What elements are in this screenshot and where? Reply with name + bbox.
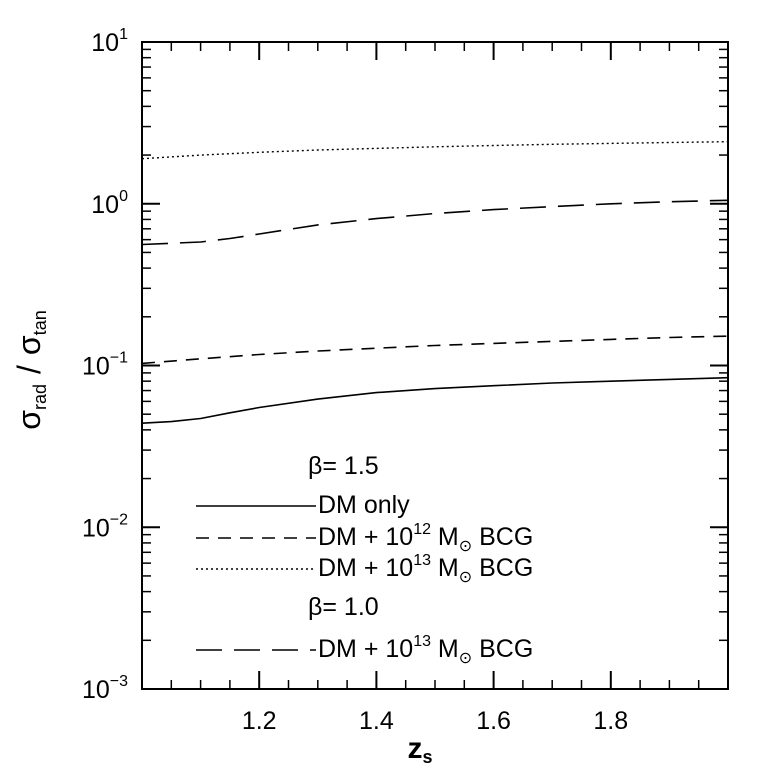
legend-label-dm-1e12: DM + 1012 M⊙ BCG (318, 521, 533, 555)
x-tick-label: 1.8 (593, 707, 628, 735)
y-tick-label: 10−1 (82, 350, 128, 381)
legend-label-dm-1e12-sub: ⊙ (459, 538, 472, 555)
legend-label-dm-1e12-mid: M (431, 523, 459, 551)
legend-label-dm-1e12-exp: 12 (413, 521, 431, 538)
x-axis-label-main: z (407, 732, 422, 765)
y-tick-label-exp: 0 (119, 188, 128, 205)
legend-title-beta-1-0: β= 1.0 (308, 593, 379, 621)
legend-label-dm-1e13: DM + 1013 M⊙ BCG (318, 552, 533, 586)
y-axis-label-num-sub: rad (30, 384, 50, 410)
y-tick-label-base: 10 (91, 191, 119, 219)
y-axis-label-den-sub: tan (30, 310, 50, 335)
y-tick-label: 100 (91, 188, 128, 219)
y-axis-label-den: σ (11, 335, 47, 355)
legend: β= 1.5 DM only DM + 1012 M⊙ BCG DM + 101… (196, 452, 533, 667)
legend-label-dm-1e13-mid: M (431, 554, 459, 582)
y-tick-label-base: 10 (82, 676, 110, 704)
y-axis-label-slash: / (11, 365, 47, 374)
minor-ticks (142, 42, 728, 689)
y-tick-label: 101 (91, 26, 128, 57)
series-line-2-dotted (141, 141, 729, 160)
svg-text:σrad/σtan: σrad/σtan (11, 310, 50, 429)
y-tick-label-base: 10 (82, 514, 110, 542)
series-lines (141, 141, 729, 424)
legend-label-dm-1e13-prefix: DM + 10 (318, 554, 413, 582)
y-axis-label-num: σ (11, 410, 47, 430)
y-tick-label-exp: −2 (110, 511, 128, 528)
legend-label-dm-1e13-suffix: BCG (472, 554, 533, 582)
x-tick-label: 1.4 (359, 707, 394, 735)
legend-label-dm-1e13-beta1-mid: M (431, 635, 459, 663)
legend-label-dm-1e13-beta1: DM + 1013 M⊙ BCG (318, 633, 533, 667)
legend-label-dm-only: DM only (318, 491, 410, 519)
y-axis-label: σrad/σtan (11, 310, 50, 429)
y-tick-label-exp: −3 (110, 673, 128, 690)
y-tick-label-exp: 1 (119, 26, 128, 43)
series-line-3-longdash (141, 199, 729, 246)
x-axis-label: zs (407, 732, 432, 767)
major-ticks (142, 41, 728, 690)
y-tick-label: 10−3 (82, 673, 128, 704)
legend-label-dm-1e12-suffix: BCG (472, 523, 533, 551)
x-tick-label: 1.2 (242, 707, 277, 735)
legend-label-dm-1e13-beta1-suffix: BCG (472, 635, 533, 663)
y-tick-label-base: 10 (82, 353, 110, 381)
series-line-0-solid (141, 376, 729, 424)
x-tick-label: 1.6 (476, 707, 511, 735)
legend-label-dm-1e13-beta1-exp: 13 (413, 633, 431, 650)
legend-title-beta-1-5: β= 1.5 (308, 452, 379, 480)
legend-label-dm-1e12-prefix: DM + 10 (318, 523, 413, 551)
series-line-1-dashed (141, 335, 729, 365)
y-tick-label-exp: −1 (110, 350, 128, 367)
y-tick-label-base: 10 (91, 29, 119, 57)
x-tick-labels: 1.2 1.4 1.6 1.8 (242, 707, 628, 735)
legend-label-dm-1e13-sub: ⊙ (459, 569, 472, 586)
legend-label-dm-1e13-exp: 13 (413, 552, 431, 569)
legend-label-dm-1e13-beta1-sub: ⊙ (459, 650, 472, 667)
legend-label-dm-1e13-beta1-prefix: DM + 10 (318, 635, 413, 663)
y-tick-label: 10−2 (82, 511, 128, 542)
x-axis-label-sub: s (422, 747, 432, 767)
plot-frame (141, 41, 729, 690)
